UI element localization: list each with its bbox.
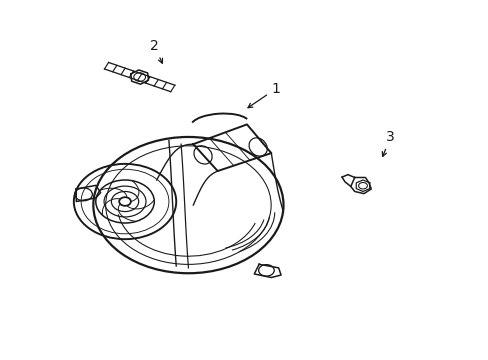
Text: 2: 2 bbox=[150, 39, 162, 63]
Text: 3: 3 bbox=[382, 130, 394, 157]
Text: 1: 1 bbox=[247, 82, 280, 108]
